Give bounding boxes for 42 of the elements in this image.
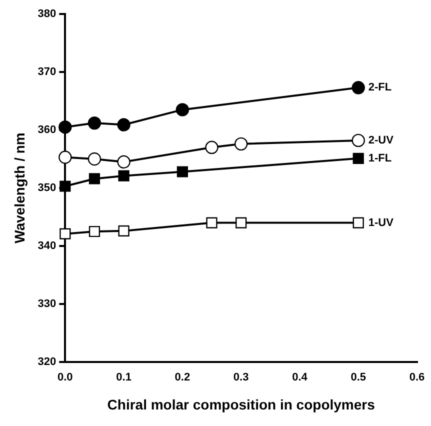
x-tick-label: 0.6 [409, 372, 425, 384]
x-axis-title: Chiral molar composition in copolymers [107, 396, 376, 412]
x-tick-label: 0.4 [292, 372, 308, 384]
point [352, 217, 364, 228]
point [176, 103, 190, 116]
point [352, 152, 364, 164]
x-tick-label: 0.5 [350, 372, 366, 384]
point [88, 152, 102, 166]
x-tick-label: 0.2 [174, 372, 190, 384]
y-tick-label: 380 [38, 8, 56, 20]
point [88, 116, 102, 130]
y-axis-title: Wavelength / nm [11, 132, 28, 244]
point [88, 226, 100, 238]
y-tick-label: 320 [38, 356, 56, 368]
point [352, 134, 365, 148]
x-tick-label: 0.0 [58, 372, 73, 384]
y-tick-label: 330 [38, 298, 56, 310]
point [58, 120, 72, 134]
y-tick-label: 350 [38, 182, 56, 194]
point [206, 217, 218, 228]
point [236, 217, 247, 228]
point [117, 118, 130, 132]
point [117, 155, 130, 168]
point [234, 137, 248, 151]
point [60, 180, 71, 192]
x-tick-label: 0.3 [233, 372, 249, 384]
point [58, 150, 72, 164]
y-tick-label: 340 [38, 240, 56, 252]
series-label: 2-FL [368, 82, 392, 94]
point [60, 228, 71, 240]
point [88, 173, 100, 184]
y-tick-label: 370 [38, 66, 56, 78]
point [118, 225, 130, 236]
series-label: 1-FL [368, 152, 392, 164]
point [176, 166, 188, 178]
series-label: 2-UV [368, 134, 394, 146]
x-tick-label: 0.1 [116, 372, 132, 384]
y-tick-label: 360 [38, 124, 56, 136]
point [205, 140, 218, 154]
point [352, 81, 365, 94]
series-label: 1-UV [368, 216, 394, 229]
point [118, 170, 130, 182]
